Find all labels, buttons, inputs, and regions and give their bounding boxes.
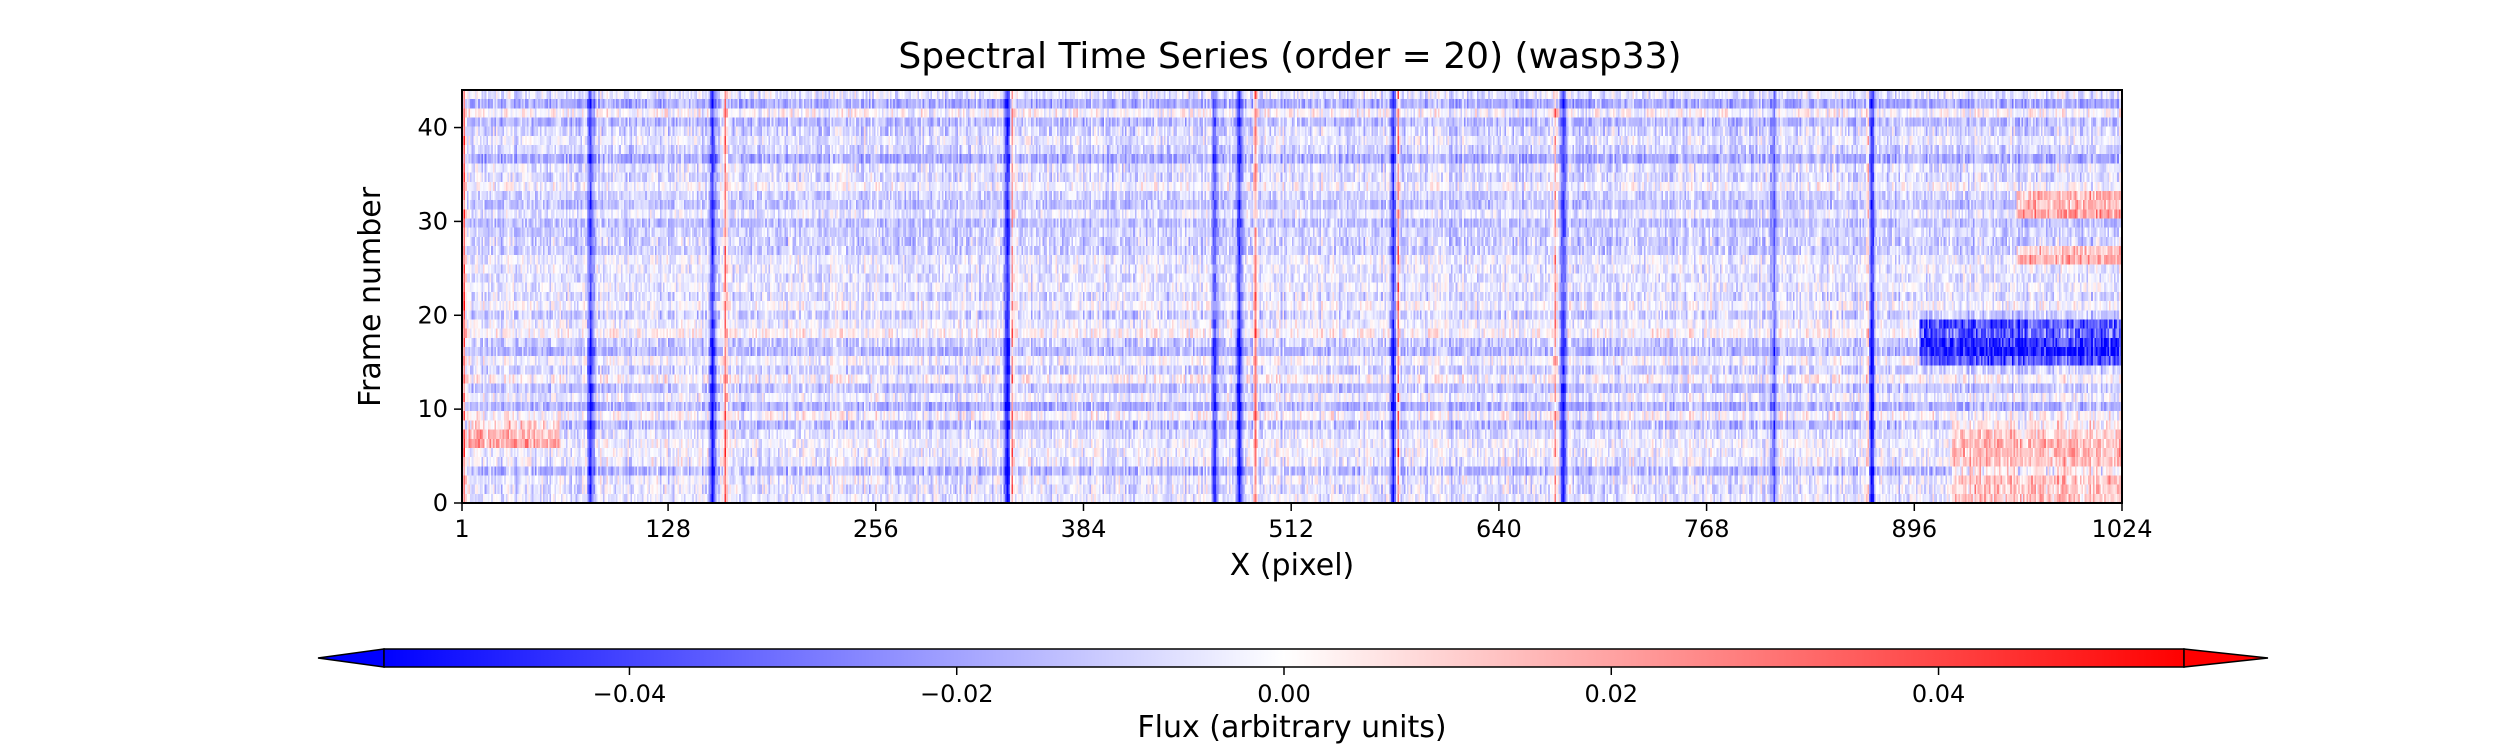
colorbar-tick-label: 0.00 [1257, 680, 1310, 708]
y-axis: 0 10 20 30 40 [417, 114, 462, 517]
x-axis: 1 128 256 384 512 640 768 896 1024 [454, 503, 2153, 543]
colorbar-tick-label: −0.02 [920, 680, 994, 708]
colorbar-bar [383, 648, 2185, 668]
x-tick-label: 512 [1268, 515, 1314, 543]
y-tick-label: 30 [417, 207, 448, 235]
x-tick-label: 896 [1891, 515, 1937, 543]
y-tick-label: 20 [417, 301, 448, 329]
x-axis-label: X (pixel) [1230, 548, 1355, 583]
y-tick-label: 0 [433, 489, 448, 517]
colorbar: −0.04 −0.02 0.00 0.02 0.04 Flux (arbitrary u… [317, 648, 2269, 745]
heatmap-image [462, 90, 2122, 503]
colorbar-tick-label: 0.02 [1585, 680, 1638, 708]
y-axis-label: Frame number [353, 186, 388, 407]
colorbar-label: Flux (arbitrary units) [1137, 710, 1446, 745]
x-tick-label: 1024 [2091, 515, 2152, 543]
y-tick-label: 10 [417, 395, 448, 423]
plot-frame [461, 89, 2123, 504]
colorbar-tick-label: −0.04 [593, 680, 667, 708]
x-tick-label: 384 [1061, 515, 1107, 543]
heatmap-plot-area [461, 89, 2123, 504]
x-tick-label: 640 [1476, 515, 1522, 543]
colorbar-extend-min [317, 648, 385, 668]
colorbar-extend-max [2183, 648, 2269, 668]
chart-title: Spectral Time Series (order = 20) (wasp3… [898, 36, 1681, 77]
x-tick-label: 128 [645, 515, 691, 543]
x-tick-label: 256 [853, 515, 899, 543]
x-tick-label: 768 [1684, 515, 1730, 543]
colorbar-tick-label: 0.04 [1912, 680, 1965, 708]
colorbar-ticks: −0.04 −0.02 0.00 0.02 0.04 [593, 667, 1965, 708]
y-tick-label: 40 [417, 114, 448, 142]
x-tick-label: 1 [454, 515, 469, 543]
